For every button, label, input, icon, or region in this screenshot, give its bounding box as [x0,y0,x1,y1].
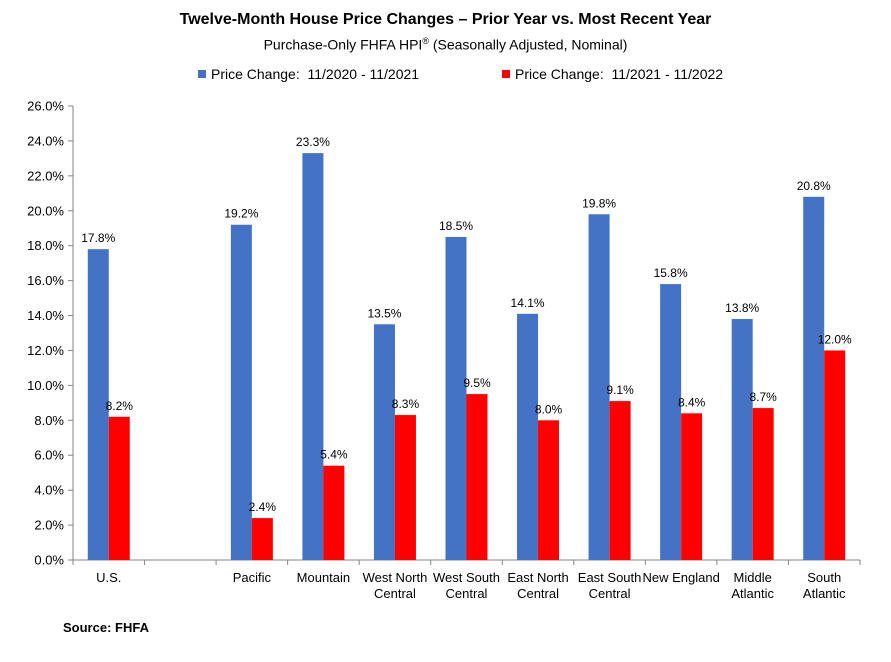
data-label-recent-year: 8.0% [535,402,563,416]
bar-prior-year [87,249,109,560]
bar-recent-year [681,413,703,560]
data-label-recent-year: 8.4% [678,395,706,409]
chart-title: Twelve-Month House Price Changes – Prior… [179,11,712,28]
data-label-recent-year: 9.5% [463,376,491,390]
x-category-label: Atlantic [803,586,846,601]
x-category-label: U.S. [96,570,121,585]
data-label-prior-year: 13.5% [367,306,401,320]
bar-recent-year [538,420,560,560]
bar-recent-year [752,408,774,560]
y-tick-label: 20.0% [27,203,64,218]
data-label-prior-year: 23.3% [296,135,330,149]
x-category-label: Central [446,586,488,601]
bar-prior-year [445,236,467,560]
x-category-label: New England [642,570,719,585]
data-label-prior-year: 18.5% [439,219,473,233]
y-tick-label: 6.0% [34,448,64,463]
y-tick-label: 10.0% [27,378,64,393]
chart-subtitle: Purchase-Only FHFA HPI® (Seasonally Adju… [0,36,891,53]
subtitle-main: Purchase-Only FHFA HPI [263,36,423,53]
data-label-recent-year: 8.2% [106,399,134,413]
chart-legend: Price Change: 11/2020 - 11/2021 Price Ch… [0,66,891,86]
y-tick-label: 26.0% [27,99,64,114]
bar-recent-year [323,465,345,560]
y-tick-label: 14.0% [27,308,64,323]
legend-swatch-red [502,70,510,78]
y-tick-label: 16.0% [27,273,64,288]
y-tick-label: 4.0% [34,483,64,498]
y-tick-label: 12.0% [27,343,64,358]
x-category-label: South [807,570,841,585]
x-category-label: East North [507,570,568,585]
y-tick-label: 8.0% [34,413,64,428]
bar-recent-year [466,394,488,560]
bar-prior-year [731,319,753,560]
data-label-recent-year: 9.1% [606,383,634,397]
data-label-recent-year: 8.7% [750,390,778,404]
x-category-label: Central [374,586,416,601]
x-category-label: West South [433,570,500,585]
bar-prior-year [660,284,682,560]
data-label-prior-year: 19.2% [224,207,258,221]
registered-mark: ® [422,36,429,46]
data-label-prior-year: 20.8% [797,179,831,193]
data-label-recent-year: 2.4% [249,500,277,514]
subtitle-tail: (Seasonally Adjusted, Nominal) [428,36,628,53]
data-label-prior-year: 14.1% [511,296,545,310]
x-category-label: East South [578,570,642,585]
x-category-label: Central [517,586,559,601]
data-label-recent-year: 8.3% [392,397,420,411]
source-note: Source: FHFA [63,620,149,635]
data-label-prior-year: 17.8% [81,231,115,245]
legend-label-prior-year: Price Change: 11/2020 - 11/2021 [211,66,420,82]
bar-prior-year [803,196,825,561]
data-label-prior-year: 13.8% [725,301,759,315]
data-label-prior-year: 19.8% [582,196,616,210]
x-category-label: Central [589,586,631,601]
x-category-label: Middle [734,570,772,585]
y-tick-label: 0.0% [34,553,64,568]
bar-prior-year [588,214,610,560]
legend-item-recent-year: Price Change: 11/2021 - 11/2022 [502,66,723,82]
bar-recent-year [394,415,416,560]
bar-prior-year [230,224,252,560]
y-tick-label: 24.0% [27,133,64,148]
legend-swatch-blue [198,70,206,78]
x-category-label: Atlantic [731,586,774,601]
bar-recent-year [824,350,846,560]
y-tick-label: 22.0% [27,168,64,183]
legend-label-recent-year: Price Change: 11/2021 - 11/2022 [515,66,724,82]
x-category-label: West North [363,570,428,585]
bar-prior-year [373,324,395,560]
y-tick-label: 18.0% [27,238,64,253]
bar-recent-year [251,518,273,560]
bar-recent-year [108,416,130,560]
y-tick-label: 2.0% [34,518,64,533]
legend-item-prior-year: Price Change: 11/2020 - 11/2021 [198,66,419,82]
bar-prior-year [517,313,539,560]
data-label-prior-year: 15.8% [654,266,688,280]
bar-recent-year [609,401,631,560]
bar-prior-year [302,153,324,560]
data-label-recent-year: 12.0% [818,332,852,346]
x-category-label: Pacific [233,570,272,585]
data-label-recent-year: 5.4% [320,448,348,462]
x-category-label: Mountain [297,570,350,585]
